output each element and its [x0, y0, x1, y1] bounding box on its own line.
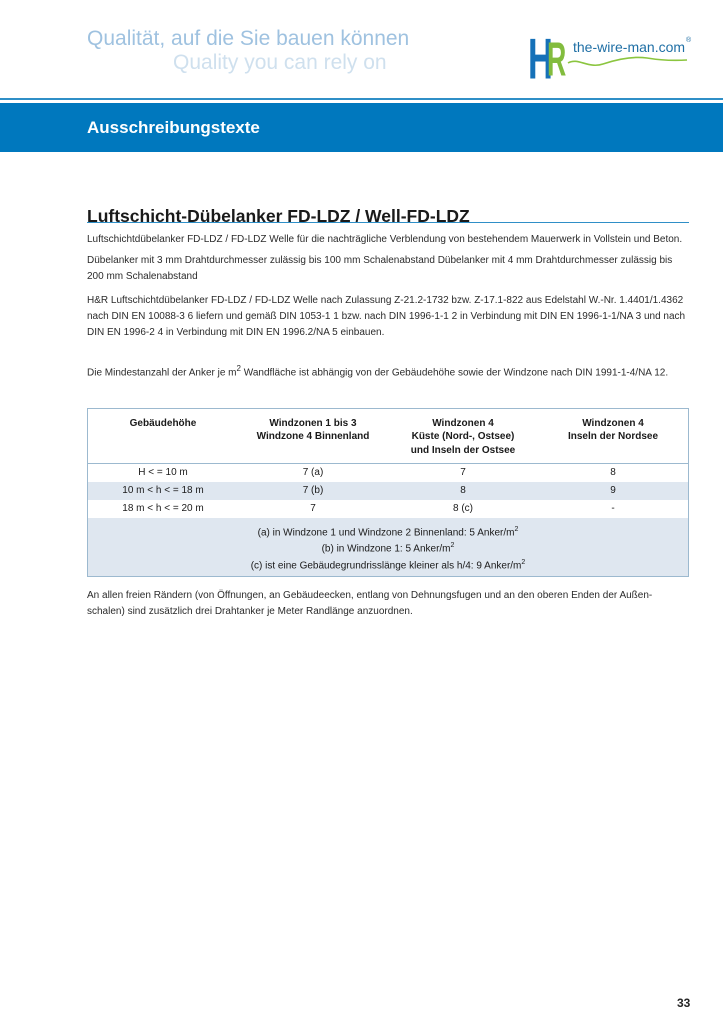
svg-text:®: ® — [686, 36, 692, 44]
svg-text:R: R — [547, 33, 566, 86]
svg-text:the-wire-man.com: the-wire-man.com — [573, 39, 685, 55]
